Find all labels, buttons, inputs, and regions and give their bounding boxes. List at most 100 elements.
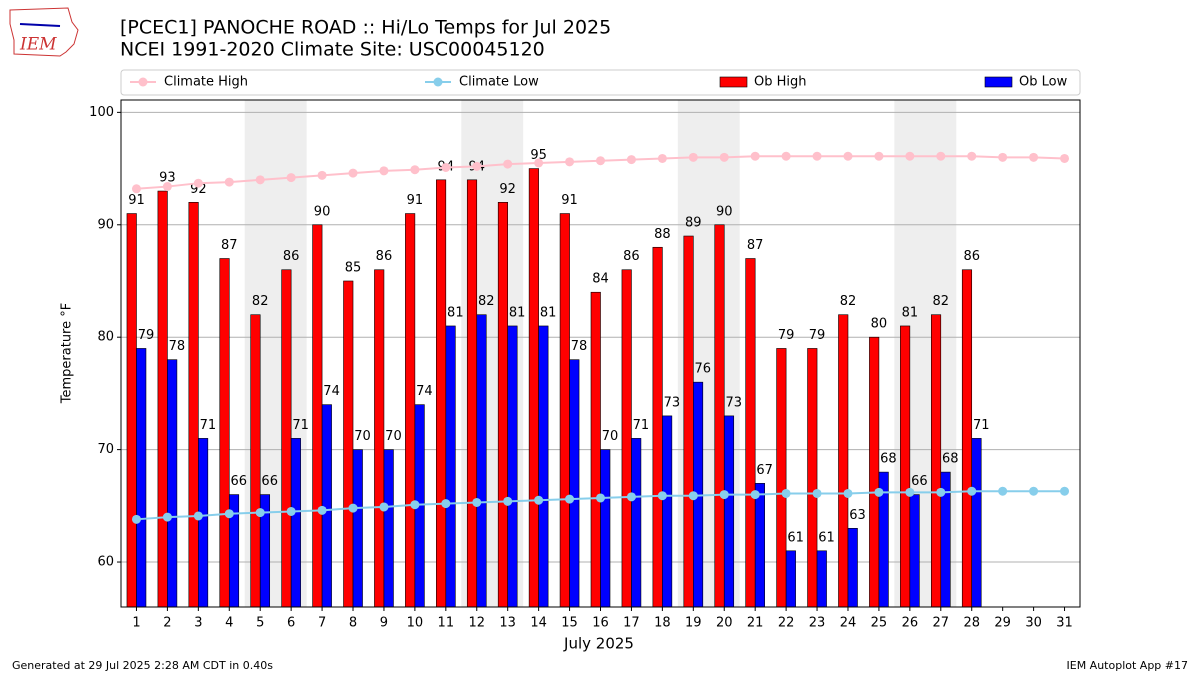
legend-marker bbox=[138, 77, 148, 87]
x-tick-label: 29 bbox=[994, 616, 1011, 631]
point bbox=[967, 486, 977, 496]
data-label: 82 bbox=[840, 294, 857, 309]
x-tick-label: 31 bbox=[1056, 616, 1073, 631]
point bbox=[534, 158, 544, 168]
data-label: 86 bbox=[376, 249, 393, 264]
bar bbox=[869, 336, 880, 608]
data-label: 66 bbox=[261, 474, 278, 489]
x-tick-label: 14 bbox=[530, 616, 547, 631]
bar bbox=[126, 213, 137, 608]
data-label: 68 bbox=[880, 452, 897, 467]
y-tick-label: 70 bbox=[97, 442, 114, 457]
x-tick-label: 13 bbox=[499, 616, 516, 631]
logo-text: IEM bbox=[19, 35, 57, 55]
legend-label: Climate High bbox=[164, 75, 248, 90]
data-label: 73 bbox=[725, 395, 742, 410]
bar bbox=[569, 359, 580, 608]
x-tick-label: 6 bbox=[287, 616, 295, 631]
y-axis-label: Temperature °F bbox=[60, 303, 75, 404]
point bbox=[255, 508, 265, 518]
data-label: 93 bbox=[159, 171, 176, 186]
point bbox=[224, 177, 234, 187]
bar bbox=[321, 404, 332, 608]
point bbox=[688, 491, 698, 501]
x-tick-label: 30 bbox=[1025, 616, 1042, 631]
point bbox=[317, 170, 327, 180]
data-label: 91 bbox=[407, 193, 424, 208]
bar bbox=[136, 348, 147, 608]
data-label: 74 bbox=[323, 384, 340, 399]
data-label: 61 bbox=[787, 530, 804, 545]
bar bbox=[374, 269, 385, 608]
point bbox=[379, 166, 389, 176]
data-label: 90 bbox=[314, 204, 331, 219]
bar bbox=[847, 528, 858, 608]
point bbox=[812, 488, 822, 498]
point bbox=[503, 159, 513, 169]
point bbox=[503, 496, 513, 506]
bar bbox=[807, 348, 818, 608]
legend-swatch bbox=[719, 76, 748, 88]
x-tick-label: 23 bbox=[809, 616, 826, 631]
legend-marker bbox=[433, 77, 443, 87]
data-label: 91 bbox=[128, 193, 145, 208]
data-label: 74 bbox=[416, 384, 433, 399]
data-label: 92 bbox=[499, 182, 516, 197]
y-tick-label: 100 bbox=[89, 105, 114, 120]
data-label: 82 bbox=[252, 294, 269, 309]
bar bbox=[405, 213, 416, 608]
point bbox=[255, 175, 265, 185]
data-label: 88 bbox=[654, 227, 671, 242]
data-label: 89 bbox=[685, 216, 702, 231]
bar bbox=[785, 550, 796, 608]
bar bbox=[343, 280, 354, 608]
x-tick-label: 25 bbox=[871, 616, 888, 631]
legend-label: Ob Low bbox=[1019, 75, 1068, 90]
data-label: 71 bbox=[633, 418, 650, 433]
data-label: 90 bbox=[716, 204, 733, 219]
bar bbox=[961, 269, 973, 608]
bar bbox=[167, 359, 178, 608]
point bbox=[750, 490, 760, 500]
point bbox=[131, 184, 141, 194]
data-label: 71 bbox=[200, 418, 217, 433]
x-tick-label: 19 bbox=[685, 616, 702, 631]
x-tick-label: 15 bbox=[561, 616, 578, 631]
bar bbox=[312, 224, 323, 608]
bar bbox=[621, 269, 632, 608]
data-label: 79 bbox=[778, 328, 795, 343]
bar bbox=[631, 438, 642, 608]
bar bbox=[476, 314, 487, 608]
bar bbox=[714, 224, 725, 608]
point bbox=[286, 173, 296, 183]
data-label: 82 bbox=[478, 294, 495, 309]
bar bbox=[497, 201, 508, 608]
bar bbox=[930, 314, 942, 608]
y-tick-label: 60 bbox=[97, 555, 114, 570]
bar bbox=[290, 438, 301, 608]
data-label: 71 bbox=[292, 418, 309, 433]
bar bbox=[219, 258, 230, 608]
data-label: 63 bbox=[849, 508, 866, 523]
point bbox=[657, 491, 667, 501]
point bbox=[193, 511, 203, 521]
data-label: 79 bbox=[809, 328, 826, 343]
point bbox=[565, 494, 575, 504]
x-tick-label: 18 bbox=[654, 616, 671, 631]
point bbox=[286, 506, 296, 516]
data-label: 68 bbox=[942, 452, 959, 467]
data-label: 85 bbox=[345, 260, 362, 275]
point bbox=[781, 488, 791, 498]
x-tick-label: 21 bbox=[747, 616, 764, 631]
point bbox=[719, 152, 729, 162]
point bbox=[874, 487, 884, 497]
point bbox=[781, 151, 791, 161]
point bbox=[348, 503, 358, 513]
legend-label: Climate Low bbox=[459, 75, 539, 90]
bar bbox=[590, 291, 601, 608]
bar bbox=[559, 213, 570, 608]
point bbox=[162, 512, 172, 522]
bar bbox=[352, 449, 363, 608]
x-tick-label: 4 bbox=[225, 616, 233, 631]
bar bbox=[466, 179, 478, 608]
